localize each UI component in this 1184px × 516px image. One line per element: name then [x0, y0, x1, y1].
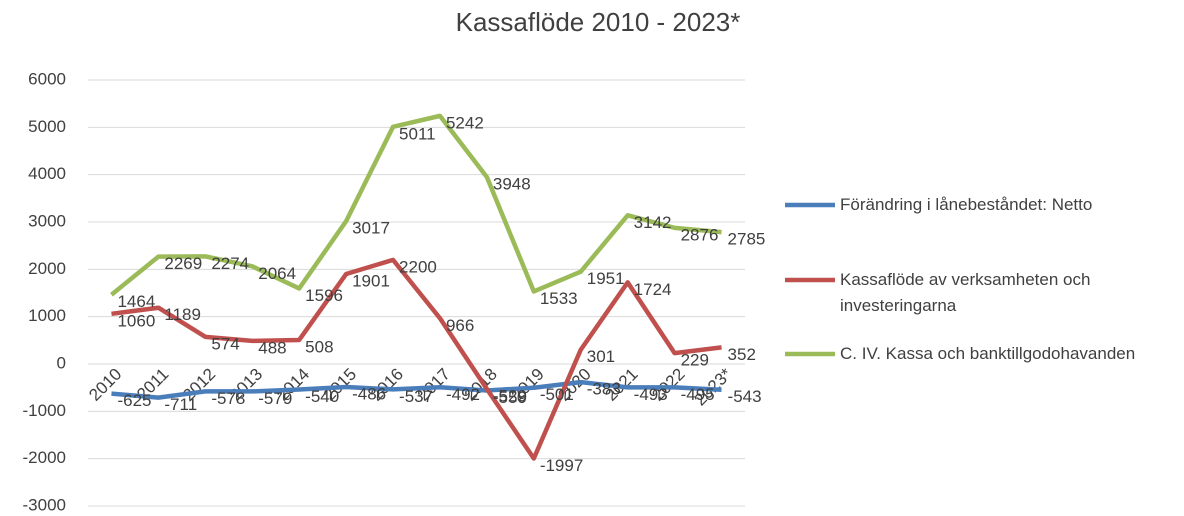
series-line: [110, 113, 722, 297]
data-label: 574: [211, 334, 239, 353]
data-label: -578: [211, 389, 245, 408]
data-label: 5011: [399, 124, 436, 143]
data-label: 2064: [258, 264, 296, 283]
data-label: 488: [258, 338, 286, 357]
legend-label: Kassaflöde av verksamheten och investeri…: [840, 270, 1091, 315]
data-label: -1997: [540, 456, 583, 475]
y-tick-label: 4000: [28, 164, 66, 183]
data-label: 2274: [211, 254, 249, 273]
data-label: 1533: [540, 289, 578, 308]
y-tick-label: 6000: [28, 69, 66, 88]
data-label: 3142: [634, 213, 672, 232]
data-label: -493: [634, 385, 668, 404]
data-label: 966: [446, 316, 474, 335]
data-label: 2876: [681, 225, 719, 244]
data-label: -559: [493, 388, 527, 407]
data-label: 3017: [352, 219, 390, 238]
data-label: 1951: [587, 269, 625, 288]
legend-label: C. IV. Kassa och banktillgodohavanden: [840, 344, 1136, 363]
data-label: -625: [117, 391, 151, 410]
data-label: 2200: [399, 257, 437, 276]
y-tick-label: 5000: [28, 117, 66, 136]
data-label: -501: [540, 385, 574, 404]
data-label: 5242: [446, 113, 484, 132]
data-label: 229: [681, 351, 709, 370]
data-label: -543: [728, 387, 762, 406]
data-label: 3948: [493, 175, 531, 194]
data-label: 1724: [634, 280, 672, 299]
chart-title: Kassaflöde 2010 - 2023*: [456, 7, 741, 37]
data-label: -486: [352, 384, 386, 403]
data-label: -711: [164, 395, 197, 414]
y-tick-label: 1000: [28, 306, 66, 325]
data-label: 1464: [117, 292, 155, 311]
series-line: [111, 257, 722, 461]
y-tick-label: -1000: [23, 401, 66, 420]
data-label: 2269: [164, 254, 202, 273]
y-tick-label: -3000: [23, 495, 66, 514]
y-tick-label: 3000: [28, 211, 66, 230]
data-label: -579: [258, 389, 292, 408]
y-tick-label: 0: [57, 353, 66, 372]
data-label: 1901: [352, 272, 390, 291]
data-label: -492: [446, 385, 480, 404]
data-label: 352: [728, 345, 756, 364]
series-line: [111, 379, 722, 400]
data-label: 508: [305, 337, 333, 356]
data-label: -529: [493, 387, 527, 406]
data-label: 301: [587, 347, 615, 366]
data-label: -537: [399, 387, 433, 406]
y-tick-label: 2000: [28, 259, 66, 278]
data-label: 1596: [305, 286, 343, 305]
data-label: -383: [587, 380, 621, 399]
legend-label: Förändring i lånebeståndet: Netto: [840, 195, 1093, 214]
data-label: 2785: [728, 230, 766, 249]
y-tick-label: -2000: [23, 448, 66, 467]
data-label: 1060: [117, 311, 155, 330]
data-label: -540: [305, 387, 339, 406]
data-label: -495: [681, 385, 715, 404]
data-label: 1189: [164, 305, 201, 324]
